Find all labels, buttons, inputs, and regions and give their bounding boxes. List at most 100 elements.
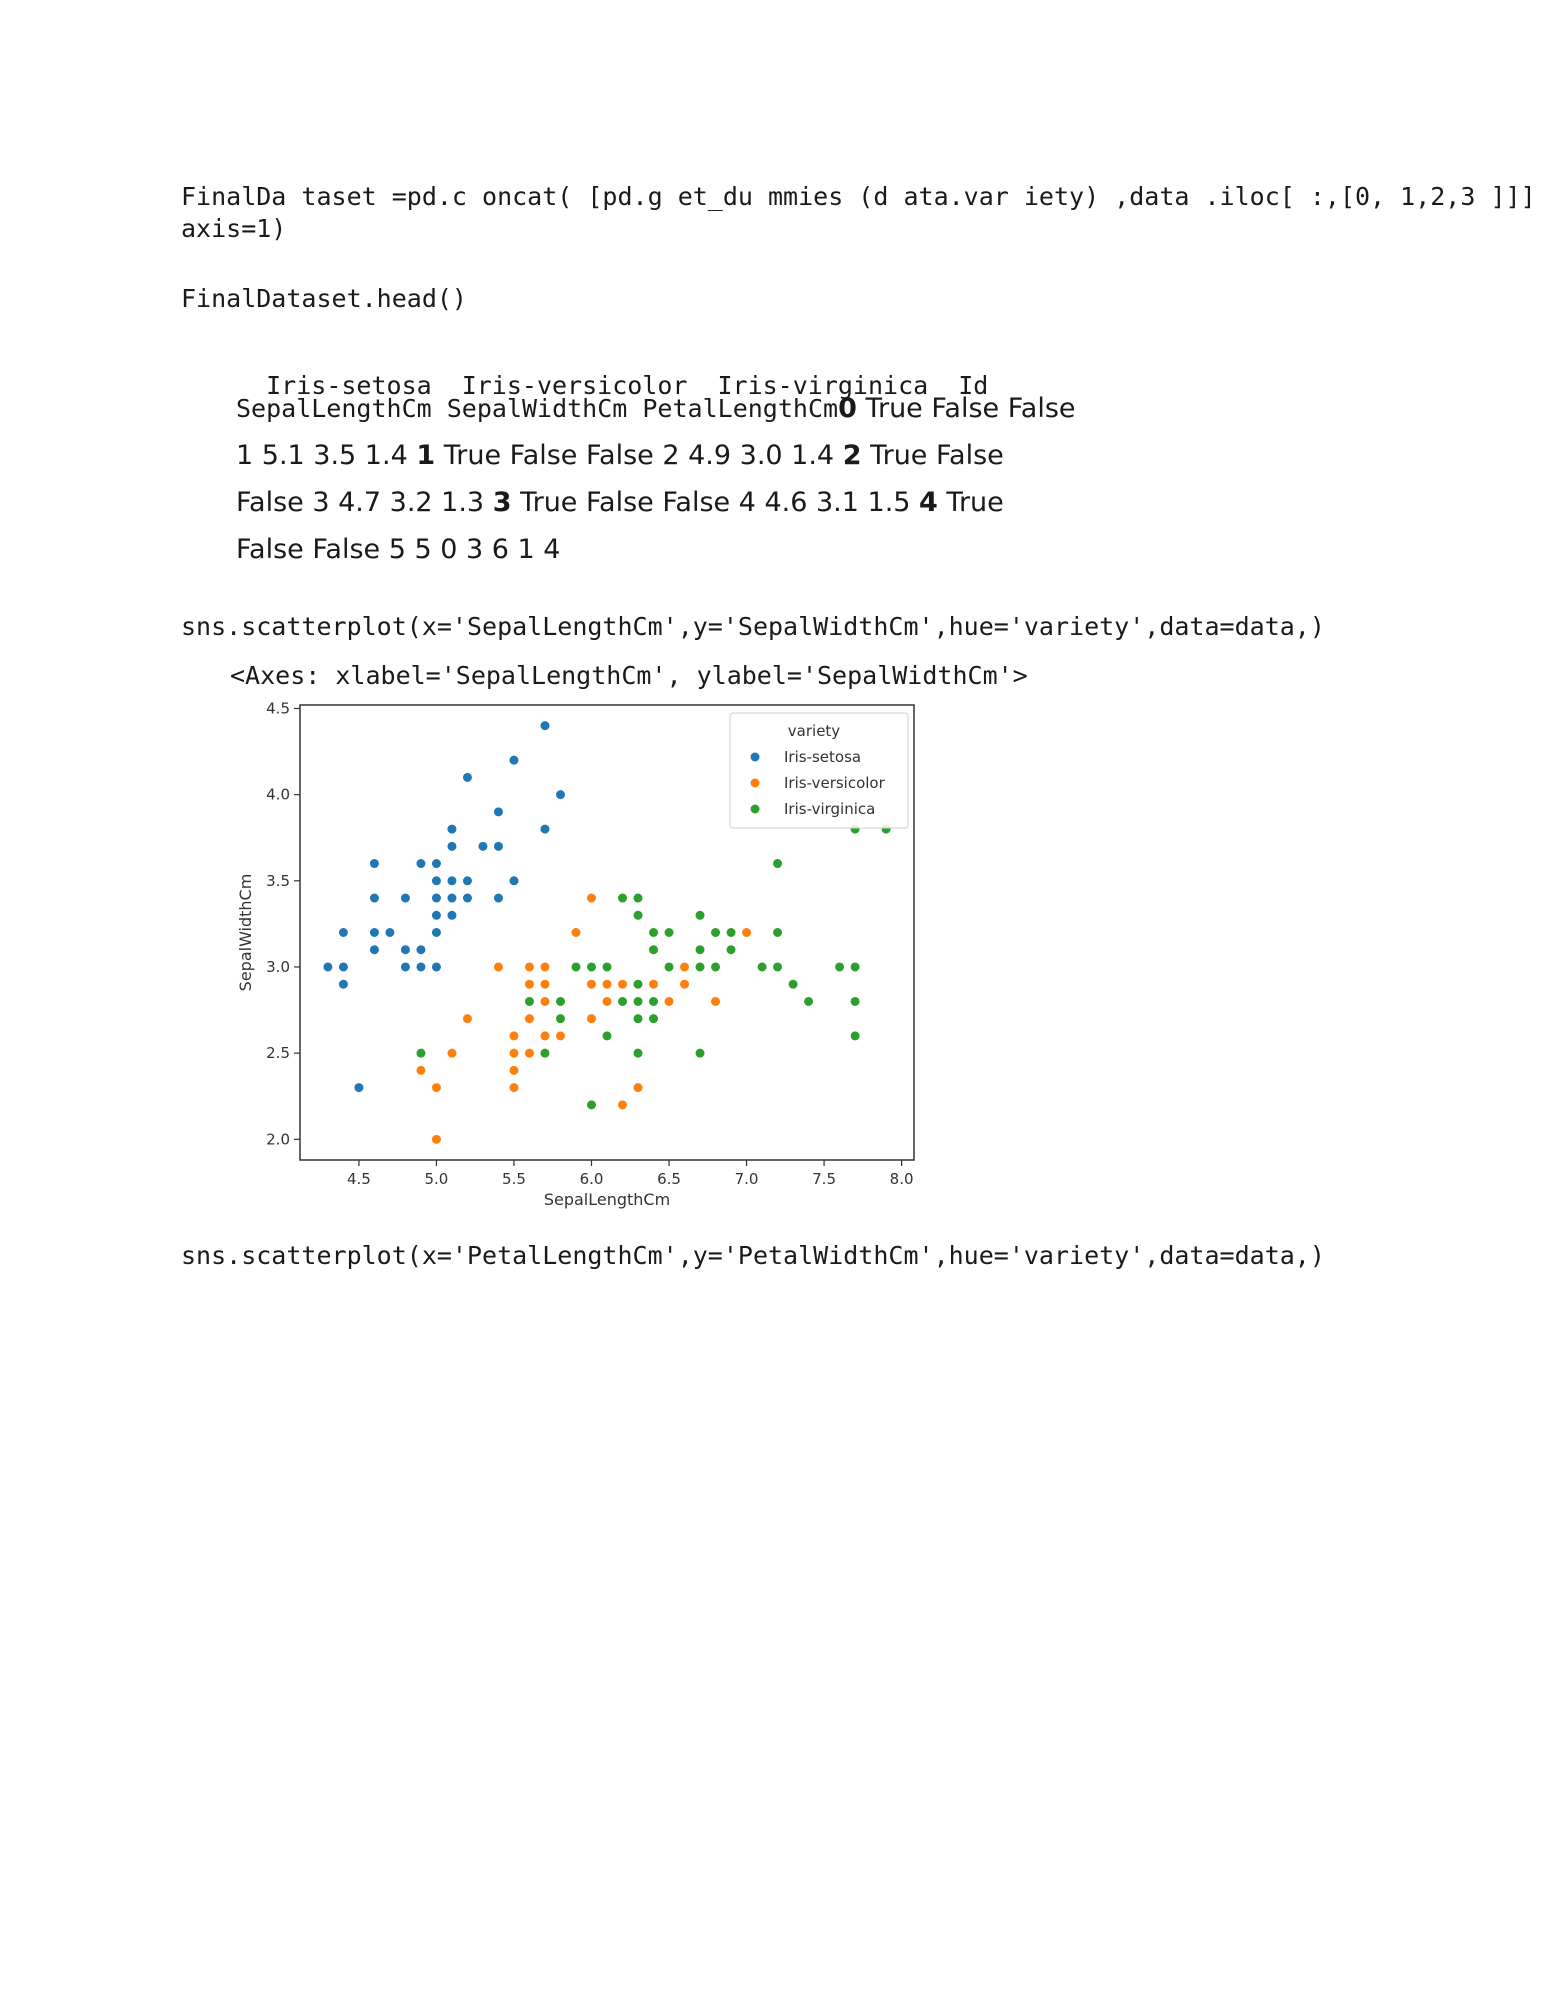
data-point-iris-versicolor bbox=[679, 961, 691, 973]
row-values: True False False 2 4.9 3.0 1.4 bbox=[435, 440, 843, 471]
data-point-iris-virginica bbox=[632, 995, 644, 1007]
data-point-iris-setosa bbox=[461, 771, 473, 783]
legend-title: variety bbox=[788, 722, 841, 740]
row-values: True False False 1 5.1 3.5 1.4 bbox=[236, 393, 1076, 471]
y-tick-label: 3.0 bbox=[266, 958, 290, 976]
data-point-iris-setosa bbox=[415, 961, 427, 973]
row-values: True False False 5 5 0 3 6 1 4 bbox=[236, 487, 1004, 565]
data-point-iris-virginica bbox=[694, 944, 706, 956]
data-point-iris-versicolor bbox=[415, 1064, 427, 1076]
data-point-iris-versicolor bbox=[663, 995, 675, 1007]
data-point-iris-setosa bbox=[430, 909, 442, 921]
data-point-iris-setosa bbox=[384, 927, 396, 938]
row-index: 0 bbox=[838, 393, 857, 424]
data-point-iris-setosa bbox=[539, 823, 551, 835]
data-point-iris-versicolor bbox=[508, 1030, 520, 1042]
data-point-iris-virginica bbox=[803, 995, 815, 1007]
row-index: 2 bbox=[842, 440, 862, 471]
y-tick-label: 4.0 bbox=[266, 786, 290, 804]
row-index: 1 bbox=[416, 440, 436, 471]
row-values: True False False 3 4.7 3.2 1.3 bbox=[236, 440, 1004, 518]
data-point-iris-setosa bbox=[415, 944, 427, 956]
legend-marker bbox=[749, 777, 761, 789]
data-point-iris-setosa bbox=[368, 858, 380, 870]
data-point-iris-setosa bbox=[415, 858, 427, 870]
x-tick-label: 8.0 bbox=[890, 1170, 914, 1188]
data-point-iris-versicolor bbox=[446, 1047, 458, 1059]
data-point-iris-versicolor bbox=[508, 1047, 520, 1059]
data-point-iris-versicolor bbox=[585, 978, 597, 990]
data-point-iris-setosa bbox=[508, 875, 520, 887]
data-point-iris-setosa bbox=[337, 927, 349, 938]
data-point-iris-virginica bbox=[849, 1030, 861, 1042]
data-point-iris-virginica bbox=[632, 1047, 644, 1059]
data-point-iris-virginica bbox=[725, 944, 737, 956]
data-point-iris-setosa bbox=[353, 1082, 365, 1094]
table-body: SepalLengthCm SepalWidthCm PetalLengthCm… bbox=[236, 385, 1076, 573]
data-point-iris-versicolor bbox=[523, 978, 535, 990]
data-point-iris-virginica bbox=[601, 961, 613, 973]
data-point-iris-versicolor bbox=[601, 978, 613, 990]
data-point-iris-setosa bbox=[322, 961, 334, 973]
data-point-iris-virginica bbox=[617, 892, 629, 904]
axes-output: <Axes: xlabel='SepalLengthCm', ylabel='S… bbox=[230, 661, 1028, 690]
data-point-iris-setosa bbox=[368, 892, 380, 904]
code-line: FinalDataset.head() bbox=[181, 284, 467, 313]
data-point-iris-versicolor bbox=[539, 961, 551, 973]
data-point-iris-versicolor bbox=[710, 995, 722, 1007]
table-header: Iris-setosa Iris-versicolor Iris-virginica… bbox=[236, 342, 1018, 400]
data-point-iris-setosa bbox=[477, 840, 489, 852]
data-point-iris-setosa bbox=[492, 806, 504, 818]
data-point-iris-versicolor bbox=[523, 1013, 535, 1025]
data-point-iris-setosa bbox=[430, 961, 442, 973]
scatter-chart: 4.5 5.0 5.5 6.0 6.5 7.0 7.5 8.0 2.0 2.5 3.0 3.5 4.0 4… bbox=[236, 700, 915, 1209]
x-tick-label: 6.0 bbox=[580, 1170, 604, 1188]
data-point-iris-setosa bbox=[368, 927, 380, 938]
column-header: Iris-virginica bbox=[717, 371, 929, 400]
data-point-iris-virginica bbox=[663, 927, 675, 938]
data-point-iris-setosa bbox=[337, 961, 349, 973]
data-point-iris-virginica bbox=[663, 961, 675, 973]
code-cell-scatter-petal: sns.scatterplot(x='PetalLengthCm',y='Pet… bbox=[181, 1240, 1325, 1272]
data-point-iris-setosa bbox=[461, 875, 473, 887]
data-point-iris-virginica bbox=[772, 927, 784, 938]
code-line: sns.scatterplot(x='PetalLengthCm',y='Pet… bbox=[181, 1241, 1325, 1270]
data-point-iris-virginica bbox=[694, 909, 706, 921]
code-line: axis=1) bbox=[181, 214, 287, 243]
data-point-iris-virginica bbox=[849, 961, 861, 973]
data-point-iris-versicolor bbox=[539, 995, 551, 1007]
data-point-iris-versicolor bbox=[585, 892, 597, 904]
data-point-iris-virginica bbox=[585, 1099, 597, 1111]
legend-entry: Iris-versicolor bbox=[784, 774, 886, 792]
table-subheader: SepalLengthCm SepalWidthCm PetalLengthCm bbox=[236, 394, 839, 423]
data-point-iris-versicolor bbox=[554, 1030, 566, 1042]
data-point-iris-versicolor bbox=[430, 1133, 442, 1145]
data-point-iris-virginica bbox=[834, 961, 846, 973]
y-tick-label: 4.5 bbox=[266, 700, 290, 717]
legend-entry: Iris-setosa bbox=[784, 748, 861, 766]
data-point-iris-virginica bbox=[415, 1047, 427, 1059]
x-tick-label: 6.5 bbox=[657, 1170, 681, 1188]
data-point-iris-virginica bbox=[617, 995, 629, 1007]
data-point-iris-setosa bbox=[430, 875, 442, 887]
data-point-iris-virginica bbox=[648, 944, 660, 956]
data-point-iris-setosa bbox=[461, 892, 473, 904]
x-tick-label: 5.5 bbox=[502, 1170, 526, 1188]
code-line: FinalDa taset =pd.c oncat( [pd.g et_du m… bbox=[181, 182, 1545, 211]
code-cell-head: FinalDataset.head() bbox=[181, 283, 467, 315]
legend-marker bbox=[749, 803, 761, 815]
x-tick-label: 7.5 bbox=[812, 1170, 836, 1188]
data-point-iris-setosa bbox=[446, 875, 458, 887]
data-point-iris-setosa bbox=[399, 892, 411, 904]
data-point-iris-setosa bbox=[492, 840, 504, 852]
data-point-iris-setosa bbox=[492, 892, 504, 904]
x-tick-label: 7.0 bbox=[735, 1170, 759, 1188]
data-point-iris-versicolor bbox=[539, 1030, 551, 1042]
data-point-iris-setosa bbox=[368, 944, 380, 956]
data-point-iris-setosa bbox=[508, 754, 520, 766]
column-header: Id bbox=[958, 371, 989, 400]
data-point-iris-virginica bbox=[710, 961, 722, 973]
data-point-iris-setosa bbox=[446, 892, 458, 904]
data-point-iris-virginica bbox=[632, 1013, 644, 1025]
code-line: sns.scatterplot(x='SepalLengthCm',y='Sep… bbox=[181, 612, 1325, 641]
